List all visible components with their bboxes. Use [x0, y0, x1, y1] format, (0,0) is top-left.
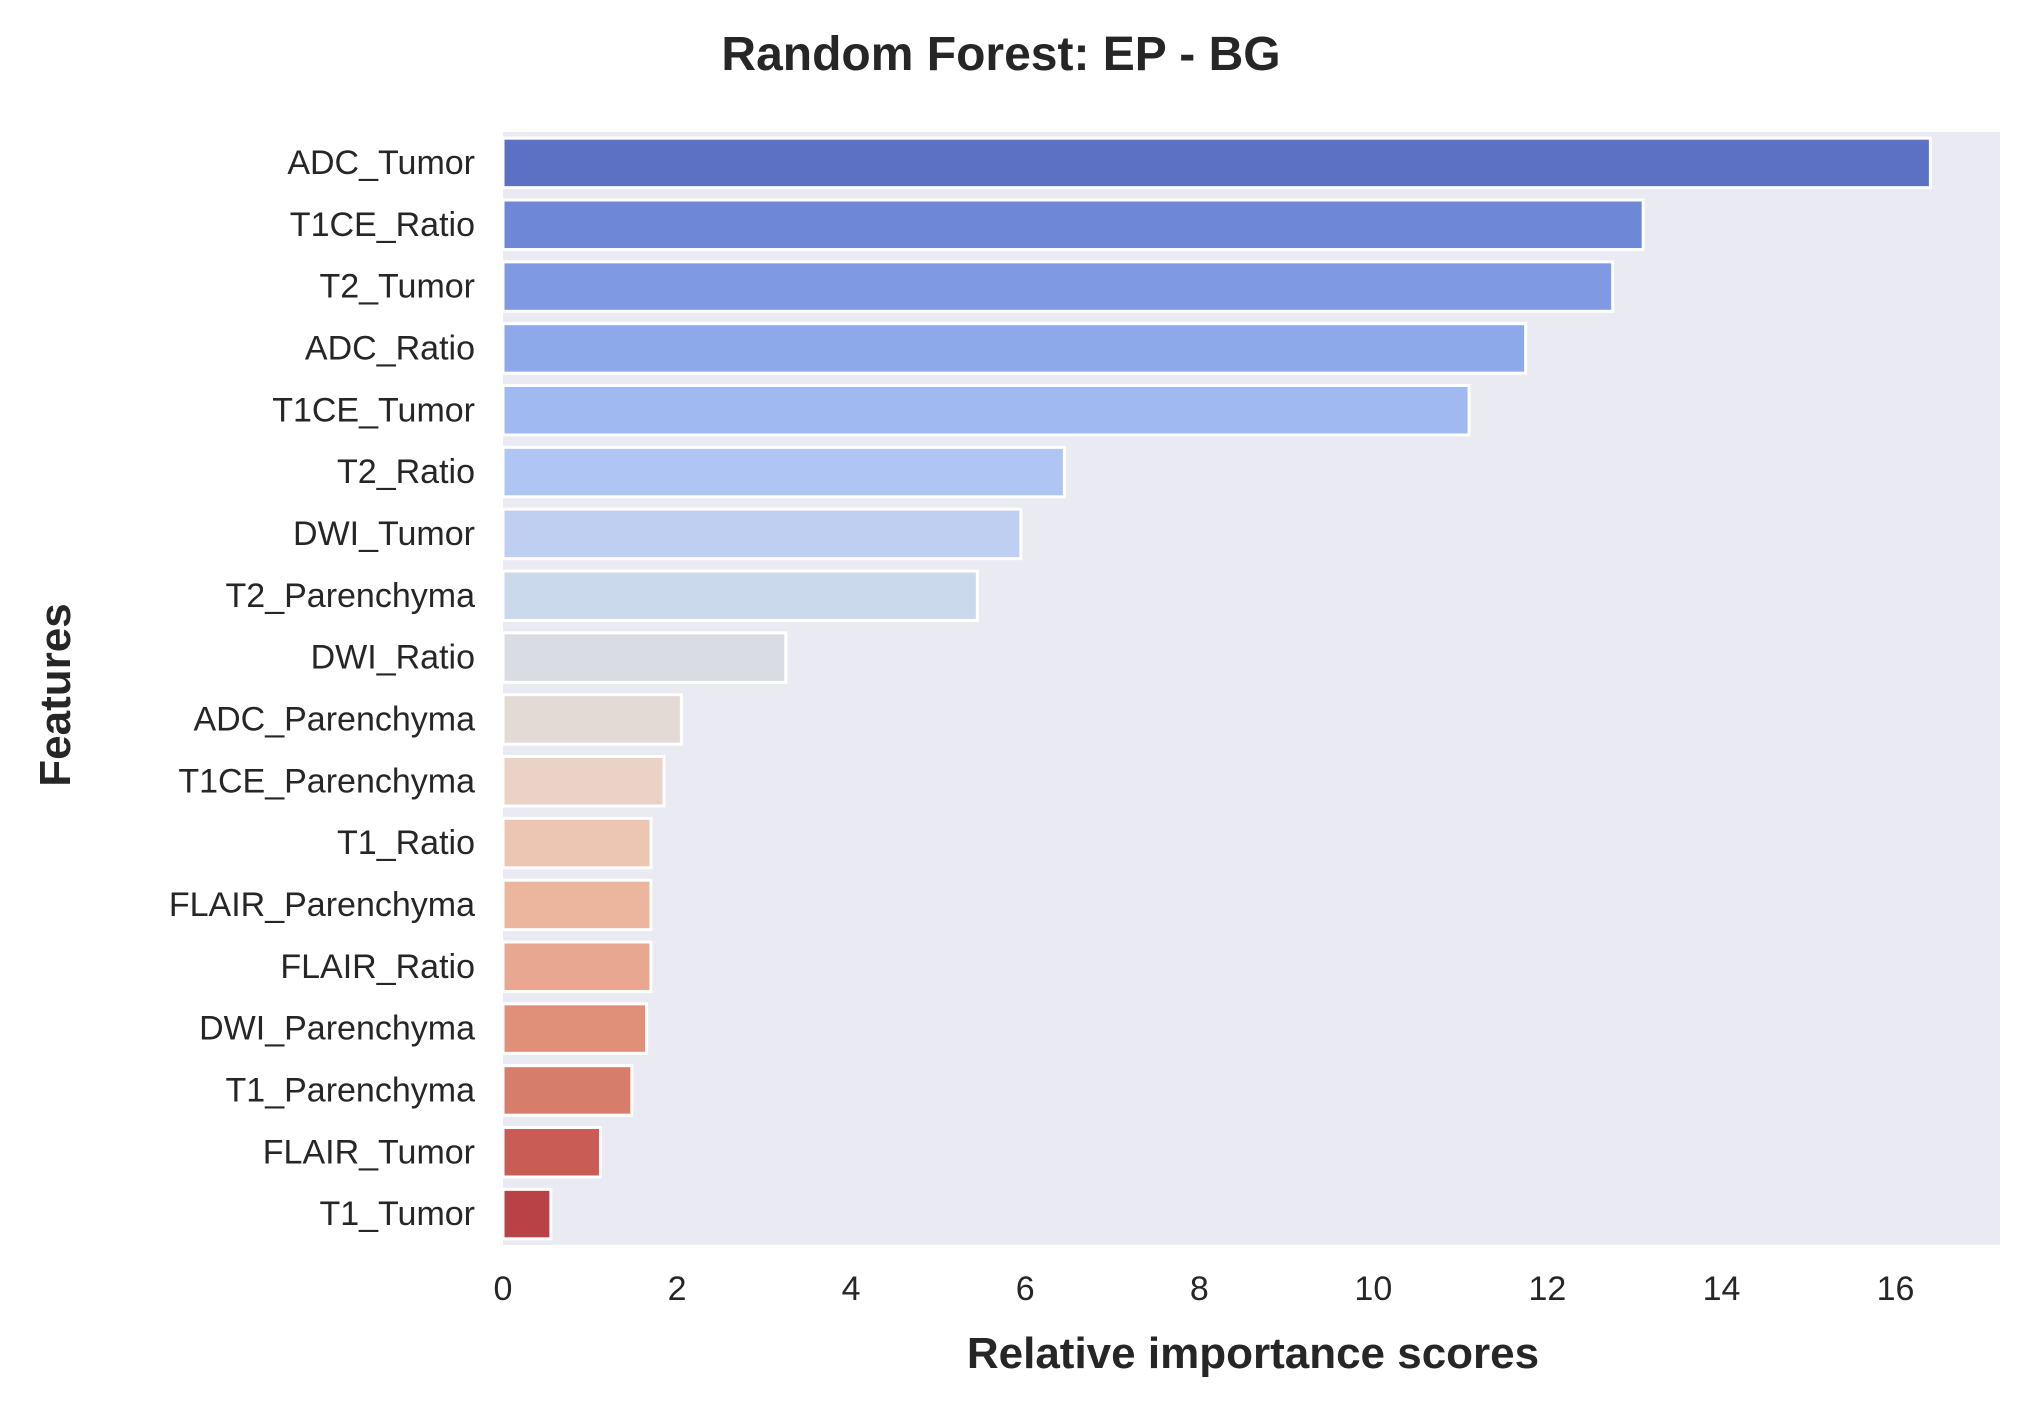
bar-t2-parenchyma	[501, 569, 979, 622]
x-tick-label: 12	[1529, 1270, 1567, 1308]
y-tick-labels: ADC_Tumor T1CE_Ratio T2_Tumor ADC_Ratio T1CE…	[169, 144, 475, 1233]
x-tick-label: 14	[1703, 1270, 1741, 1308]
y-tick-label: T1_Ratio	[337, 824, 475, 862]
bar-adc-ratio	[501, 322, 1528, 375]
x-tick-labels: 0 2 4 6 8 10 12 14 16	[494, 1270, 1915, 1308]
x-tick-label: 8	[1190, 1270, 1209, 1308]
bar-t1-parenchyma	[501, 1064, 634, 1117]
x-tick-label: 0	[494, 1270, 513, 1308]
y-tick-label: T2_Tumor	[319, 268, 475, 306]
bar-adc-tumor	[501, 136, 1932, 190]
y-tick-label: FLAIR_Parenchyma	[169, 886, 475, 924]
y-tick-label: DWI_Tumor	[293, 515, 475, 553]
y-tick-label: ADC_Ratio	[305, 329, 475, 367]
bar-flair-parenchyma	[501, 878, 653, 932]
y-axis-label: Features	[31, 603, 80, 786]
bar-flair-ratio	[501, 940, 653, 993]
bar-t1-tumor	[501, 1187, 553, 1241]
y-tick-label: T1_Tumor	[319, 1195, 475, 1233]
chart-title: Random Forest: EP - BG	[721, 28, 1280, 81]
x-tick-label: 6	[1016, 1270, 1035, 1308]
y-tick-label: ADC_Parenchyma	[193, 700, 475, 738]
bar-t2-tumor	[501, 260, 1615, 313]
y-tick-label: ADC_Tumor	[287, 144, 475, 182]
x-tick-label: 10	[1354, 1270, 1392, 1308]
bar-t2-ratio	[501, 445, 1066, 499]
bar-t1ce-ratio	[501, 198, 1645, 251]
y-tick-label: T1CE_Tumor	[272, 391, 475, 429]
y-tick-label: T2_Parenchyma	[226, 577, 476, 615]
bar-t1ce-tumor	[501, 384, 1471, 437]
bar-flair-tumor	[501, 1126, 602, 1179]
y-tick-label: T1CE_Ratio	[290, 206, 475, 244]
x-tick-label: 4	[842, 1270, 861, 1308]
bars-group	[501, 136, 1932, 1241]
bar-dwi-parenchyma	[501, 1002, 649, 1055]
x-tick-label: 2	[668, 1270, 687, 1308]
bar-t1ce-parenchyma	[501, 755, 666, 808]
y-tick-label: T1CE_Parenchyma	[178, 762, 475, 800]
y-tick-label: T1_Parenchyma	[226, 1071, 476, 1109]
x-tick-label: 16	[1877, 1270, 1915, 1308]
plot-area	[503, 132, 2000, 1245]
bar-t1-ratio	[501, 816, 653, 870]
y-tick-label: FLAIR_Tumor	[263, 1133, 475, 1171]
y-tick-label: DWI_Parenchyma	[199, 1010, 475, 1048]
y-tick-label: FLAIR_Ratio	[280, 948, 475, 986]
y-tick-label: DWI_Ratio	[311, 639, 475, 677]
x-axis-label: Relative importance scores	[967, 1329, 1539, 1378]
bar-dwi-tumor	[501, 507, 1023, 561]
bar-dwi-ratio	[501, 631, 788, 684]
y-tick-label: T2_Ratio	[337, 453, 475, 491]
bar-adc-parenchyma	[501, 693, 683, 746]
